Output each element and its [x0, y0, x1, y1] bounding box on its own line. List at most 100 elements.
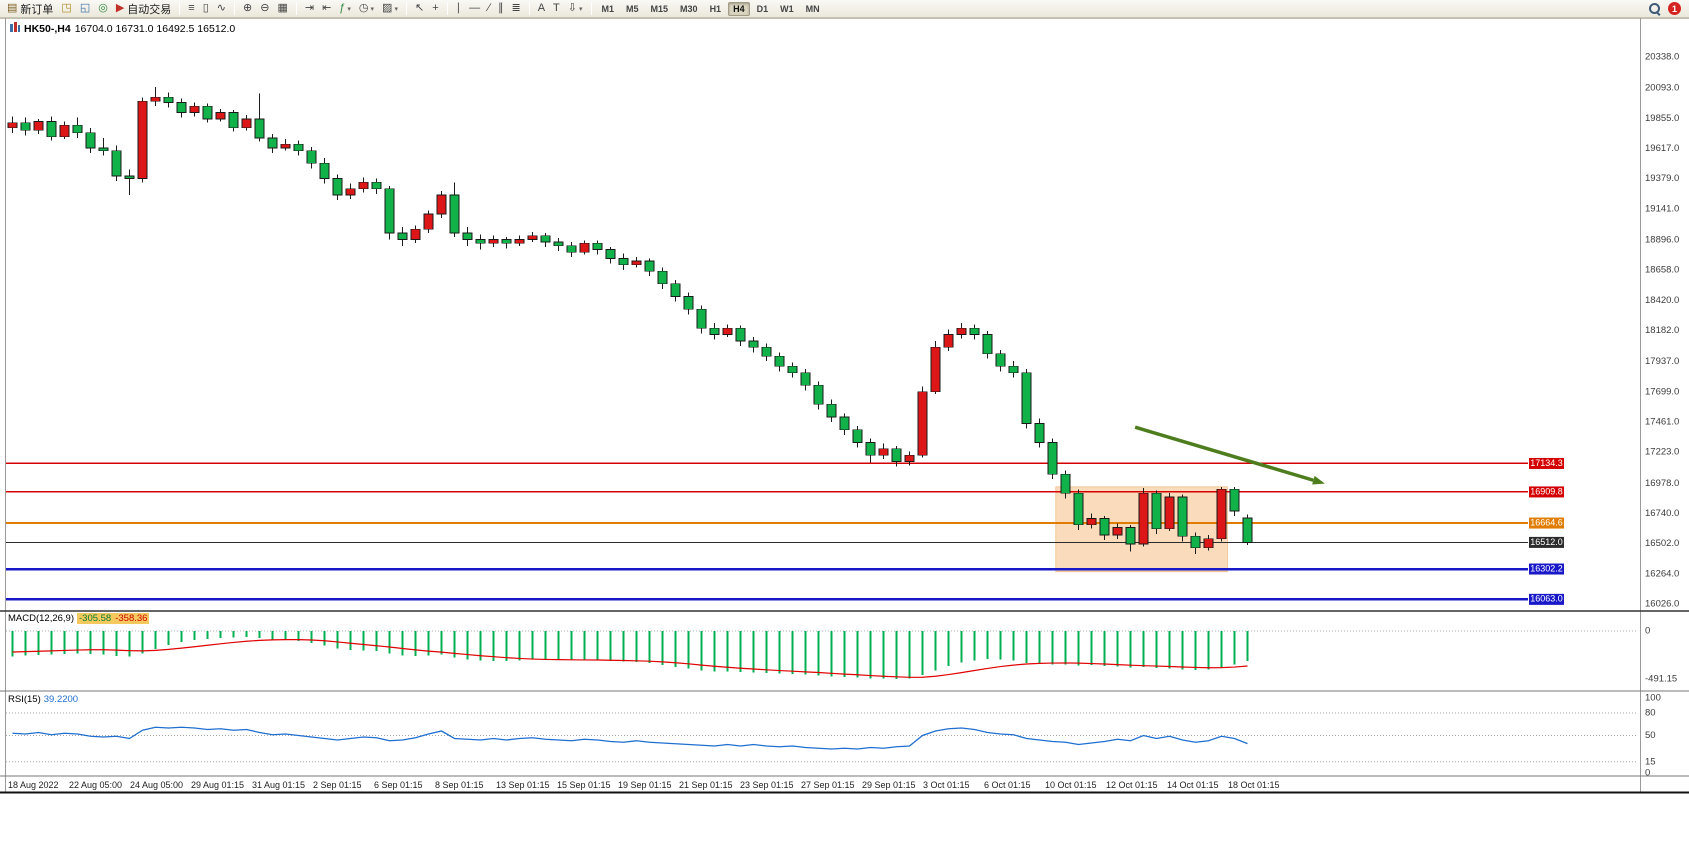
price-axis-label: 16502.0	[1645, 538, 1679, 549]
chart-background[interactable]	[0, 18, 1689, 794]
macd-bar	[531, 631, 534, 660]
zoom-out-icon: ⊖	[260, 2, 270, 14]
timeframe-m15[interactable]: M15	[650, 3, 669, 14]
macd-signal-line	[12, 639, 1248, 678]
alert-badge[interactable]: 1	[1668, 2, 1681, 15]
navigator-button[interactable]: ◎	[94, 1, 112, 17]
macd-bar	[778, 631, 781, 674]
macd-bar	[245, 631, 248, 638]
macd-bar	[856, 631, 859, 678]
macd-bar	[739, 631, 742, 673]
templates-button[interactable]: ▨ ▾	[378, 1, 402, 17]
crosshair-button[interactable]: +	[428, 1, 442, 17]
chart-candles-button[interactable]: ▯	[199, 1, 213, 17]
bear-candle	[826, 404, 837, 418]
time-axis[interactable]: 18 Aug 2022 22 Aug 05:00 24 Aug 05:00 29 Au…	[8, 780, 1280, 790]
bull-candle	[280, 143, 291, 149]
macd-bar	[1181, 631, 1184, 670]
timeframe-h4[interactable]: H4	[728, 1, 750, 16]
macd-name: MACD(12,26,9)	[8, 613, 74, 624]
macd-bar	[271, 631, 274, 640]
trend-arrow-line	[1134, 425, 1314, 482]
bear-candle	[670, 283, 681, 297]
chart-line-button[interactable]: ∿	[213, 1, 230, 17]
macd-bar	[50, 631, 53, 655]
timeframe-m30[interactable]: M30	[680, 3, 698, 14]
auto-scroll-button[interactable]: ⇥	[301, 1, 318, 17]
chevron-down-icon: ▾	[394, 5, 398, 13]
data-window-button[interactable]: ◱	[76, 1, 94, 17]
macd-scale[interactable]: 0 -491.15	[1645, 626, 1677, 685]
time-axis-label: 22 Aug 05:00	[69, 780, 122, 790]
fibonacci-icon: ≣	[511, 2, 521, 14]
timeframe-m1[interactable]: M1	[601, 3, 615, 14]
zoom-in-button[interactable]: ⊕	[239, 1, 256, 17]
bull-candle	[7, 122, 18, 129]
periods-button[interactable]: ◷ ▾	[355, 1, 378, 17]
tile-windows-button[interactable]: ▦	[273, 1, 291, 17]
price-axis-label: 17937.0	[1645, 356, 1679, 367]
indicators-button[interactable]: ƒ ▾	[335, 1, 355, 17]
bear-candle	[72, 124, 83, 134]
rsi-scale-label: 50	[1645, 730, 1656, 741]
macd-bar	[882, 631, 885, 679]
bear-candle	[1099, 518, 1110, 536]
vertical-line-button[interactable]: ∣	[452, 1, 466, 17]
bear-candle	[449, 194, 460, 234]
bear-candle	[1021, 372, 1032, 424]
bear-candle	[111, 150, 122, 177]
autotrading-icon: ▶	[115, 2, 125, 14]
text-label-button[interactable]: T	[549, 1, 564, 17]
macd-bar	[999, 631, 1002, 660]
price-axis-label: 16264.0	[1645, 568, 1679, 579]
arrows-button[interactable]: ⇩ ▾	[564, 1, 587, 17]
bear-candle	[1190, 535, 1201, 549]
bear-candle	[709, 327, 720, 335]
price-axis-label: 17223.0	[1645, 447, 1679, 458]
bull-candle	[137, 100, 148, 179]
bull-candle	[345, 188, 356, 196]
new-order-button[interactable]: ▤ 新订单	[3, 1, 57, 17]
rsi-scale[interactable]: 100 80 50 150	[1645, 693, 1661, 779]
macd-bar	[336, 631, 339, 649]
bull-candle	[33, 121, 44, 131]
fibonacci-button[interactable]: ≣	[507, 1, 524, 17]
equidistant-channel-button[interactable]: ∥	[494, 1, 508, 17]
autotrading-button[interactable]: ▶ 自动交易	[112, 1, 175, 17]
zoom-out-button[interactable]: ⊖	[256, 1, 273, 17]
chart-shift-button[interactable]: ⇤	[318, 1, 335, 17]
chart-bars-button[interactable]: ≡	[184, 1, 198, 17]
bear-candle	[553, 241, 564, 247]
timeframe-m5[interactable]: M5	[626, 3, 639, 14]
timeframe-h1[interactable]: H1	[709, 3, 722, 14]
horizontal-line-icon: ―	[469, 2, 481, 14]
toolbar-separator	[446, 2, 448, 15]
macd-bar	[492, 631, 495, 661]
timeframe-d1[interactable]: D1	[756, 3, 769, 14]
price-axis[interactable]: 20338.0 20093.0 19855.0 19617.0 19379.0 19141…	[1645, 52, 1679, 610]
macd-bar	[869, 631, 872, 679]
price-axis-label: 19379.0	[1645, 173, 1679, 184]
chart-symbol-period: HK50-,H4	[24, 22, 71, 35]
macd-bar	[1207, 631, 1210, 670]
time-axis-label: 3 Oct 01:15	[923, 780, 970, 790]
bull-candle	[1112, 527, 1123, 536]
time-axis-label: 18 Aug 2022	[8, 780, 59, 790]
search-icon[interactable]	[1648, 2, 1661, 15]
horizontal-line-button[interactable]: ―	[465, 1, 484, 17]
cursor-button[interactable]: ↖	[411, 1, 428, 17]
bull-candle	[488, 239, 499, 244]
timeframe-mn[interactable]: MN	[805, 3, 820, 14]
text-button[interactable]: A	[534, 1, 549, 17]
trendline-button[interactable]: ∕	[484, 1, 494, 17]
macd-bar	[11, 631, 14, 657]
rsi-scale-label: 0	[1645, 768, 1650, 779]
bear-candle	[1073, 492, 1084, 526]
trend-arrow-annotation[interactable]	[1134, 425, 1325, 485]
rsi-scale-label: 80	[1645, 708, 1656, 719]
market-watch-button[interactable]: ◳	[57, 1, 75, 17]
timeframe-w1[interactable]: W1	[780, 3, 794, 14]
navigator-icon: ◎	[98, 2, 108, 14]
macd-scale-label: 0	[1645, 626, 1650, 637]
